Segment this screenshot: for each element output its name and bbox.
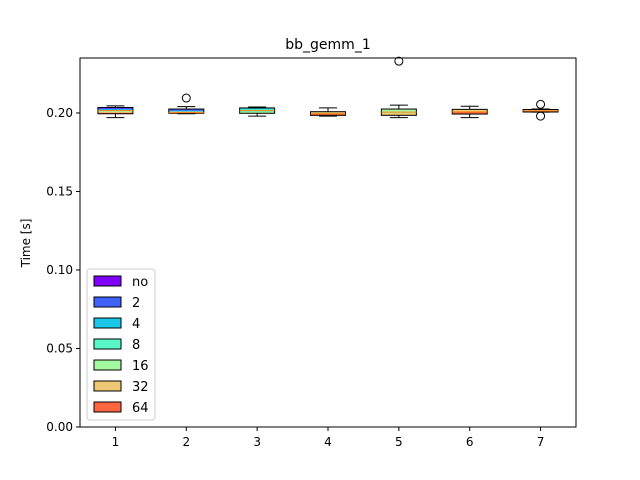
- outlier-point: [394, 56, 404, 66]
- legend-item: 2: [93, 296, 140, 311]
- chart-title: bb_gemm_1: [285, 37, 370, 53]
- y-tick-label: 0.00: [46, 420, 73, 434]
- legend: no 2 4 8 16 32 64: [86, 268, 156, 421]
- legend-swatch: [93, 359, 122, 371]
- box-fill-band: [97, 109, 133, 111]
- legend-item: no: [93, 275, 148, 290]
- legend-swatch: [93, 296, 122, 308]
- legend-item: 8: [93, 338, 140, 353]
- box-group-4: [310, 107, 346, 117]
- legend-swatch: [93, 401, 122, 413]
- box-fill-band: [310, 113, 346, 116]
- box-fill-band: [381, 113, 417, 116]
- axes-frame: [79, 57, 577, 428]
- box-fill-band: [239, 111, 275, 114]
- box-fill-band: [168, 110, 204, 112]
- box-fill-band: [381, 109, 417, 112]
- box-fill-band: [452, 111, 488, 115]
- legend-item: 64: [93, 401, 149, 416]
- legend-swatch: [93, 317, 122, 329]
- box-fill-band: [239, 109, 275, 111]
- y-tick-label: 0.10: [46, 263, 73, 277]
- legend-item: 4: [93, 317, 140, 332]
- box-group-6: [451, 105, 488, 119]
- box-group-7: [522, 99, 559, 121]
- box-group-5: [380, 56, 417, 119]
- y-tick-label: 0.20: [46, 106, 73, 120]
- x-tick-label: 6: [466, 435, 474, 449]
- box-fill-band: [523, 109, 559, 112]
- outlier-point: [536, 99, 546, 109]
- outlier-point: [536, 111, 546, 121]
- legend-swatch: [93, 275, 122, 287]
- legend-swatch: [93, 380, 122, 392]
- box-fill-band: [168, 109, 204, 112]
- box-fill-band: [97, 111, 133, 113]
- box-fill-band: [452, 109, 488, 113]
- box-group-1: [97, 105, 134, 119]
- y-axis-label: Time [s]: [19, 219, 33, 269]
- plot-area: 0.00 0.05 0.10 0.15 0.20 1 2 3 4 5 6 7: [46, 56, 559, 449]
- x-tick-label: 4: [324, 435, 332, 449]
- y-tick-label: 0.05: [46, 341, 73, 355]
- box-fill-band: [97, 107, 133, 109]
- legend-swatch: [93, 338, 122, 350]
- y-tick-label: 0.15: [46, 184, 73, 198]
- legend-label: no: [132, 275, 148, 290]
- box-fill-band: [97, 111, 133, 114]
- legend-label: 8: [132, 338, 140, 353]
- legend-label: 2: [132, 296, 140, 311]
- x-tick-label: 7: [537, 435, 545, 449]
- legend-item: 16: [93, 359, 149, 374]
- x-tick-label: 5: [395, 435, 403, 449]
- legend-label: 64: [132, 401, 149, 416]
- x-tick-label: 1: [112, 435, 120, 449]
- outlier-point: [181, 93, 191, 103]
- box-fill-band: [310, 111, 346, 114]
- box-fill-band: [168, 109, 204, 111]
- legend-item: 32: [93, 380, 149, 395]
- legend-label: 32: [132, 380, 149, 395]
- x-tick-label: 2: [182, 435, 190, 449]
- box-group-3: [239, 106, 276, 117]
- box-outline: [168, 108, 205, 114]
- legend-label: 16: [132, 359, 149, 374]
- x-tick-label: 3: [253, 435, 261, 449]
- box-fill-band: [239, 107, 275, 110]
- box-fill-band: [97, 108, 133, 110]
- box-fill-band: [239, 110, 275, 113]
- box-group-2: [168, 93, 205, 115]
- legend-label: 4: [132, 317, 140, 332]
